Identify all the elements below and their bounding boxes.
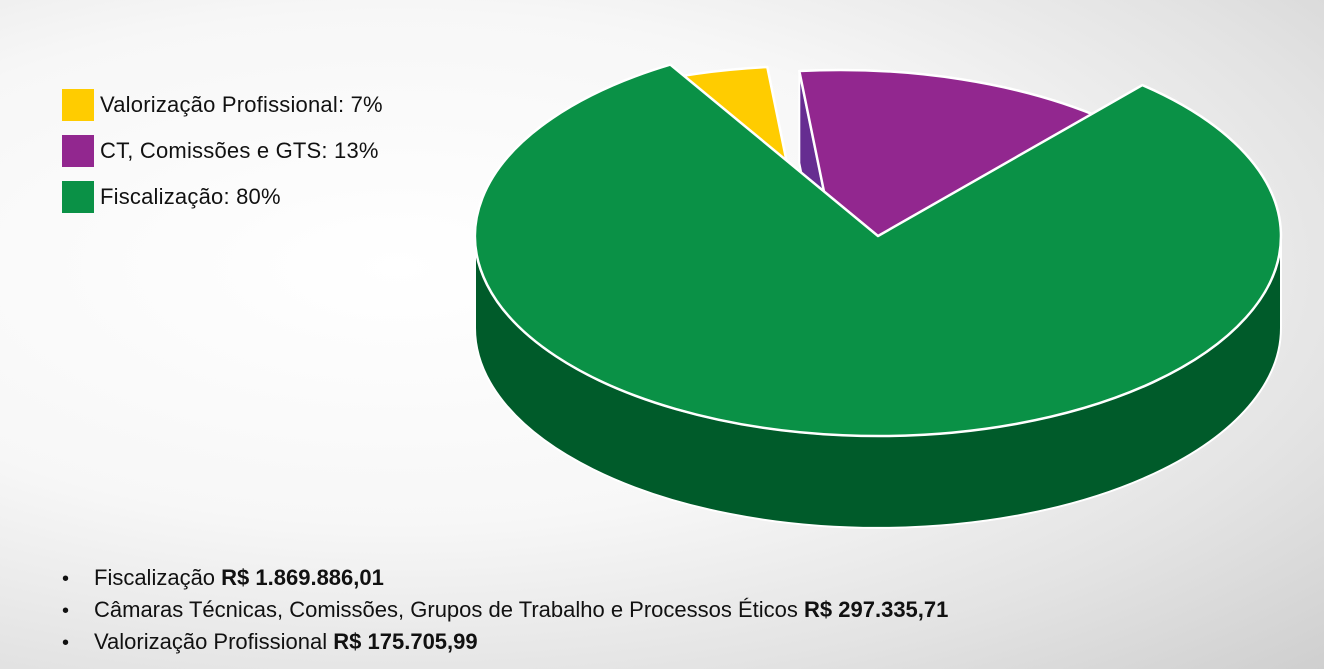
amount-value: R$ 175.705,99 bbox=[333, 629, 478, 654]
legend-swatch-valorizacao bbox=[62, 89, 94, 121]
legend-label-valorizacao: Valorização Profissional: 7% bbox=[100, 92, 383, 117]
amount-value: R$ 1.869.886,01 bbox=[221, 565, 384, 590]
amount-item-valorizacao: • Valorização Profissional R$ 175.705,99 bbox=[62, 626, 948, 658]
amount-value: R$ 297.335,71 bbox=[804, 597, 949, 622]
legend-label-ct-comissoes: CT, Comissões e GTS: 13% bbox=[100, 138, 379, 163]
amount-label: Fiscalização bbox=[94, 565, 216, 590]
legend-swatch-ct-comissoes bbox=[62, 135, 94, 167]
amount-label: Câmaras Técnicas, Comissões, Grupos de T… bbox=[94, 597, 798, 622]
bullet-icon: • bbox=[62, 600, 70, 622]
amount-label: Valorização Profissional bbox=[94, 629, 328, 654]
bullet-icon: • bbox=[62, 568, 70, 590]
legend-label-fiscalizacao: Fiscalização: 80% bbox=[100, 184, 281, 209]
legend-item-fiscalizacao: Fiscalização: 80% bbox=[62, 174, 383, 220]
legend-item-ct-comissoes: CT, Comissões e GTS: 13% bbox=[62, 128, 383, 174]
bullet-icon: • bbox=[62, 632, 70, 654]
amounts-list: • Fiscalização R$ 1.869.886,01 • Câmaras T… bbox=[62, 562, 948, 658]
amount-item-camaras: • Câmaras Técnicas, Comissões, Grupos de … bbox=[62, 594, 948, 626]
legend-item-valorizacao: Valorização Profissional: 7% bbox=[62, 82, 383, 128]
legend-swatch-fiscalizacao bbox=[62, 181, 94, 213]
pie-slice-ct-comiss-es-e-gts bbox=[798, 68, 1106, 272]
pie-slice-fiscaliza-o bbox=[473, 63, 1283, 438]
legend: Valorização Profissional: 7% CT, Comissõ… bbox=[62, 82, 383, 220]
amount-item-fiscalizacao: • Fiscalização R$ 1.869.886,01 bbox=[62, 562, 948, 594]
